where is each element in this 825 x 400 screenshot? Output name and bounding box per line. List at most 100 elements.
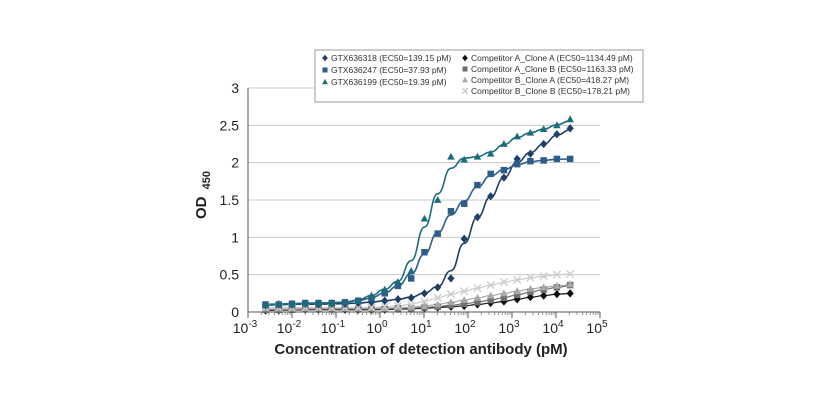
data-point	[354, 303, 363, 312]
data-point	[420, 297, 429, 306]
data-point	[553, 155, 561, 163]
data-point	[314, 299, 323, 306]
data-point	[420, 289, 429, 298]
data-point	[433, 300, 442, 308]
y-tick-label: 0.5	[220, 267, 240, 283]
data-point	[447, 274, 455, 283]
tick-labels: 0 0.5 1 1.5 2 2.5 3 10-3 10-2 10-1 100 101 102 103 104…	[220, 80, 608, 336]
data-point	[539, 272, 548, 281]
data-point	[407, 293, 415, 302]
data-point	[526, 149, 535, 158]
data-point	[487, 192, 495, 201]
data-point	[274, 299, 283, 307]
data-point	[341, 298, 349, 306]
x-tick-label: 101	[410, 319, 432, 336]
legend-marker	[322, 78, 328, 85]
y-tick-label: 1.5	[220, 192, 240, 208]
data-point	[513, 291, 521, 299]
legend-marker	[322, 67, 328, 73]
data-point	[433, 196, 442, 203]
data-point	[380, 285, 389, 293]
data-point	[447, 302, 455, 309]
x-tick-label: 100	[366, 319, 388, 336]
fit-curve-2	[265, 158, 571, 306]
data-point	[486, 149, 495, 157]
data-point	[447, 207, 455, 215]
data-point	[566, 269, 575, 279]
data-point	[566, 124, 574, 133]
data-point	[301, 299, 310, 306]
y-axis-label-sub: 450	[201, 171, 213, 189]
data-point	[527, 157, 534, 165]
data-point	[566, 115, 574, 123]
x-tick-label: 10-1	[321, 319, 346, 336]
data-point	[500, 173, 508, 182]
data-point	[474, 299, 481, 306]
data-point	[434, 230, 441, 237]
data-point	[446, 289, 456, 299]
x-tick-label: 10-3	[233, 319, 258, 336]
data-point	[407, 300, 416, 309]
data-point	[474, 181, 481, 189]
data-point	[566, 280, 574, 288]
data-point	[460, 286, 469, 296]
y-tick-label: 3	[231, 80, 239, 96]
data-point	[500, 140, 508, 147]
data-point	[354, 296, 363, 304]
legend-marker	[461, 87, 469, 95]
data-point	[540, 157, 547, 164]
data-point	[486, 291, 495, 299]
legend-entry-label: Competitor B_Clone B (EC50=178.21 pM)	[471, 86, 630, 96]
data-point	[539, 283, 548, 291]
data-point	[527, 288, 534, 296]
legend-entry-label: GTX636199 (EC50=19.39 pM)	[331, 77, 447, 87]
data-point	[394, 295, 402, 304]
data-point	[513, 287, 521, 294]
data-point	[552, 270, 562, 279]
data-point	[499, 278, 509, 287]
x-tick-label: 104	[542, 319, 564, 336]
data-point	[368, 295, 375, 302]
legend-entry-label: GTX636318 (EC50=139.15 pM)	[331, 53, 451, 63]
data-point	[393, 301, 403, 311]
x-tick-label: 102	[454, 319, 476, 336]
gridlines	[248, 87, 600, 276]
fit-curve-6	[265, 284, 571, 310]
data-point	[500, 289, 508, 297]
x-tick-label: 10-2	[277, 319, 302, 336]
legend-marker	[462, 54, 468, 62]
data-point	[381, 296, 389, 305]
data-point	[526, 273, 535, 282]
data-point	[447, 152, 455, 160]
data-point	[394, 278, 402, 286]
data-point	[460, 300, 468, 308]
x-axis-label: Concentration of detection antibody (pM)	[274, 341, 567, 358]
data-point	[500, 166, 508, 174]
data-point	[460, 234, 468, 243]
x-tick-label: 103	[498, 319, 520, 336]
legend-entry-label: GTX636247 (EC50=37.93 pM)	[331, 65, 447, 75]
data-point	[407, 275, 415, 282]
y-axis-label: OD 450	[193, 171, 213, 219]
legend: GTX636318 (EC50=139.15 pM) GTX636247 (EC5…	[314, 49, 644, 103]
data-point	[421, 249, 428, 256]
data-point	[539, 125, 548, 132]
data-point	[460, 200, 468, 207]
data-point	[407, 303, 415, 311]
y-tick-label: 2.5	[220, 117, 240, 133]
data-point	[460, 296, 468, 303]
data-point	[513, 275, 522, 284]
data-point	[526, 284, 535, 292]
data-point	[420, 302, 429, 309]
legend-marker	[462, 66, 468, 72]
data-point	[447, 298, 455, 306]
data-point	[553, 130, 561, 139]
fit-curve-3	[265, 120, 571, 306]
data-point	[553, 121, 561, 129]
legend-entry-label: Competitor A_Clone B (EC50=1163.33 pM)	[471, 64, 634, 74]
y-tick-label: 2	[231, 155, 239, 171]
data-point	[500, 294, 508, 302]
data-point	[473, 284, 482, 293]
data-point	[367, 303, 376, 312]
